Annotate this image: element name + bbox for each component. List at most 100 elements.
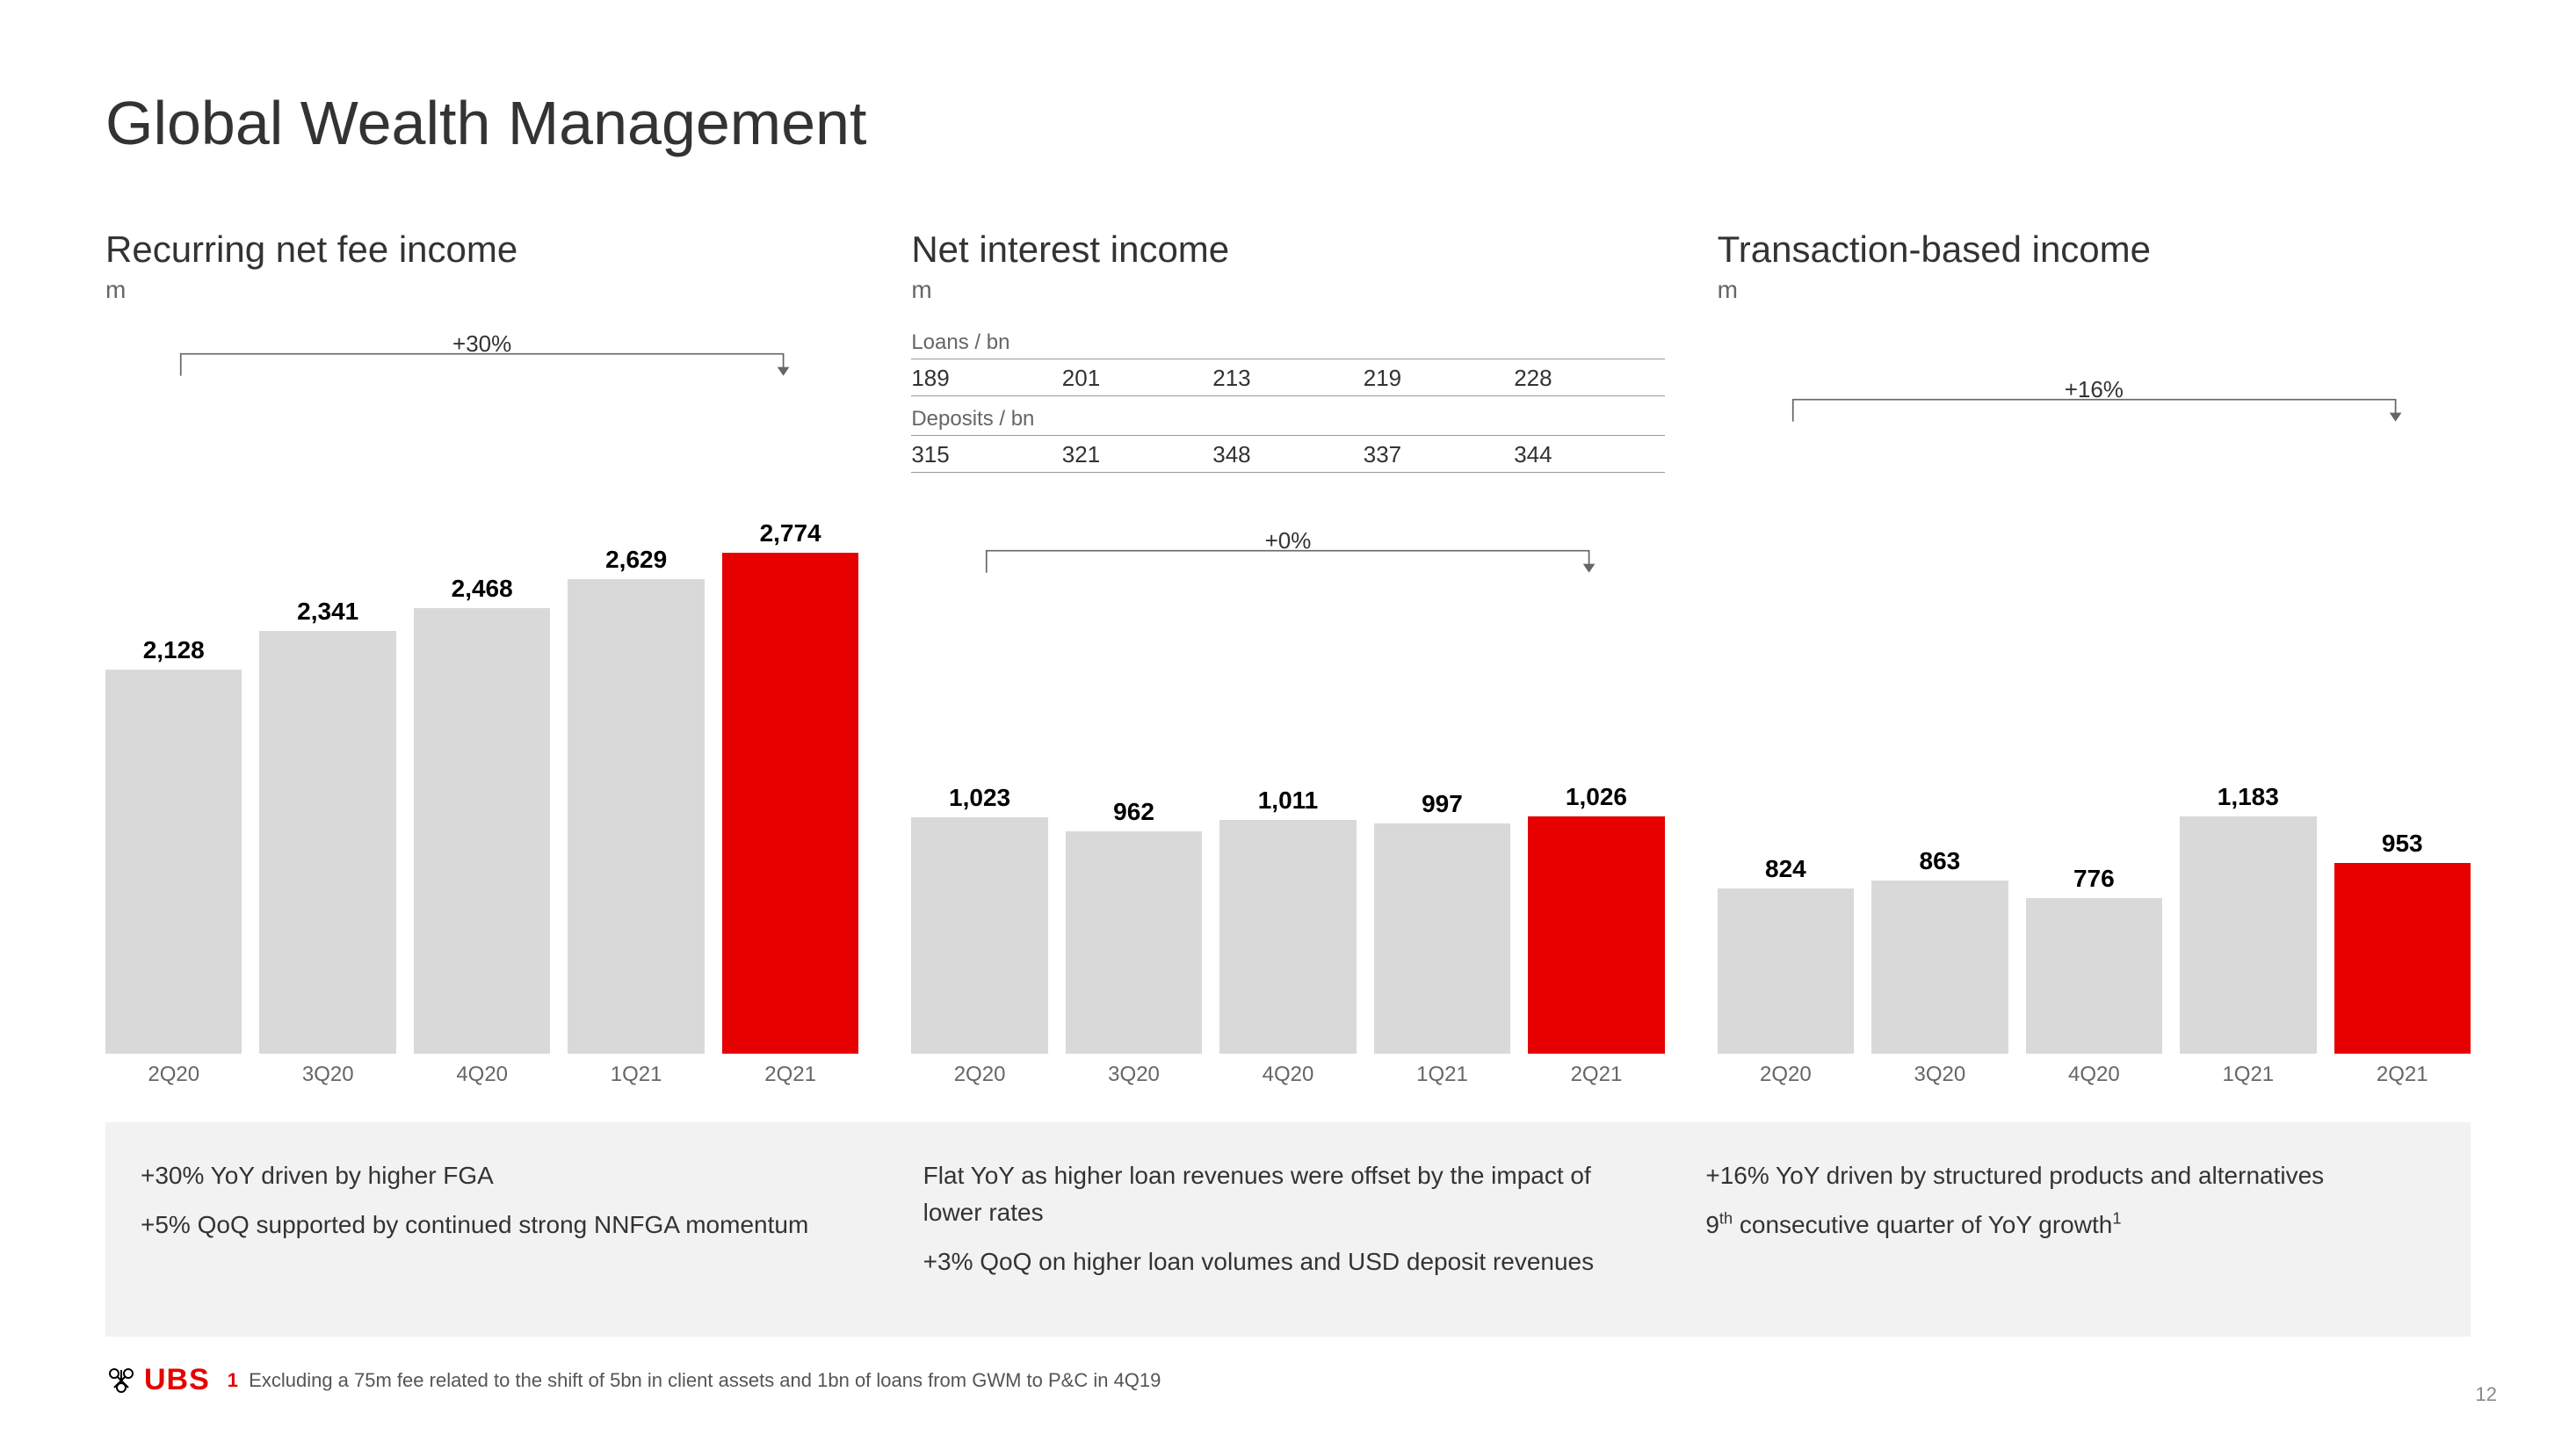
bar-value: 2,128 — [143, 636, 205, 664]
bar-group: 2,341 — [259, 330, 395, 1054]
bar — [568, 579, 704, 1054]
bar — [722, 553, 858, 1054]
bar — [1528, 816, 1664, 1054]
notch-icon — [1925, 1140, 1960, 1157]
bar — [1374, 823, 1510, 1054]
panel-unit: m — [1718, 276, 2471, 304]
mini-cell: 189 — [911, 365, 1061, 392]
category-label: 2Q21 — [2334, 1062, 2471, 1087]
ubs-keys-icon — [105, 1365, 137, 1396]
category-label: 2Q21 — [1528, 1062, 1664, 1087]
mini-cell: 344 — [1514, 441, 1664, 468]
panel-unit: m — [911, 276, 1664, 304]
bar — [105, 670, 242, 1054]
mini-cell: 348 — [1212, 441, 1363, 468]
bar — [1219, 820, 1356, 1054]
bar-group: 2,468 — [414, 330, 550, 1054]
footnote-number: 1 — [228, 1369, 238, 1391]
bar-value: 1,011 — [1258, 787, 1319, 815]
panels-row: Recurring net fee incomem+30%2,1282,3412… — [105, 228, 2471, 1087]
bar — [1718, 888, 1854, 1054]
bar-group: 2,629 — [568, 330, 704, 1054]
mini-table-row: 189201213219228 — [911, 365, 1664, 396]
mini-table-row: 315321348337344 — [911, 441, 1664, 473]
bar-group: 1,026 — [1528, 527, 1664, 1054]
change-bracket: +0% — [911, 536, 1664, 580]
note-text: Flat YoY as higher loan revenues were of… — [923, 1157, 1653, 1231]
category-label: 2Q20 — [911, 1062, 1047, 1087]
bar — [2026, 898, 2162, 1054]
panel-unit: m — [105, 276, 858, 304]
note-text: +30% YoY driven by higher FGA — [141, 1157, 871, 1194]
bar-value: 997 — [1422, 790, 1463, 818]
bars-row: 2,128 2,341 2,468 2,629 2,774 — [105, 330, 858, 1054]
mini-cell: 219 — [1364, 365, 1514, 392]
notes-strip: +30% YoY driven by higher FGA +5% QoQ sup… — [105, 1122, 2471, 1337]
panel-2: Transaction-based incomem+16%8248637761,… — [1718, 228, 2471, 1087]
bar-group: 1,011 — [1219, 527, 1356, 1054]
mini-table-label: Loans / bn — [911, 330, 1664, 359]
note-text: +5% QoQ supported by continued strong NN… — [141, 1207, 871, 1243]
bar-value: 1,026 — [1566, 783, 1627, 811]
category-label: 3Q20 — [1066, 1062, 1202, 1087]
bar-value: 2,629 — [605, 546, 667, 574]
panel-title: Net interest income — [911, 228, 1664, 271]
category-label: 4Q20 — [2026, 1062, 2162, 1087]
category-label: 2Q21 — [722, 1062, 858, 1087]
bar-group: 1,023 — [911, 527, 1047, 1054]
bar — [1066, 831, 1202, 1054]
bar — [2180, 816, 2316, 1054]
note-text: +3% QoQ on higher loan volumes and USD d… — [923, 1243, 1653, 1280]
bar-group: 997 — [1374, 527, 1510, 1054]
bar-value: 2,341 — [297, 598, 358, 626]
change-bracket: +30% — [105, 339, 858, 383]
bar-group: 824 — [1718, 330, 1854, 1054]
bar-value: 2,468 — [452, 575, 513, 603]
change-label: +30% — [452, 330, 511, 358]
notch-icon — [359, 1140, 394, 1157]
footnote: 1 Excluding a 75m fee related to the shi… — [228, 1369, 1161, 1392]
bar-group: 776 — [2026, 330, 2162, 1054]
category-label: 1Q21 — [1374, 1062, 1510, 1087]
bar-value: 1,023 — [949, 784, 1010, 812]
notes-column: +16% YoY driven by structured products a… — [1705, 1157, 2435, 1293]
footer: UBS 1 Excluding a 75m fee related to the… — [105, 1363, 2471, 1397]
bar-value: 953 — [2382, 830, 2423, 858]
bar-value: 1,183 — [2218, 783, 2279, 811]
mini-tables: Loans / bn 189201213219228 Deposits / bn 31… — [911, 330, 1664, 483]
mini-cell: 321 — [1062, 441, 1212, 468]
bars-row: 1,023 962 1,011 997 1,026 — [911, 527, 1664, 1054]
category-label: 3Q20 — [259, 1062, 395, 1087]
panel-0: Recurring net fee incomem+30%2,1282,3412… — [105, 228, 858, 1087]
bar-group: 1,183 — [2180, 330, 2316, 1054]
category-label: 1Q21 — [568, 1062, 704, 1087]
category-label: 1Q21 — [2180, 1062, 2316, 1087]
bar-value: 863 — [1920, 847, 1961, 875]
category-label: 4Q20 — [1219, 1062, 1356, 1087]
bar-group: 2,128 — [105, 330, 242, 1054]
category-label: 2Q20 — [1718, 1062, 1854, 1087]
bar — [259, 631, 395, 1054]
category-row: 2Q20 3Q20 4Q20 1Q21 2Q21 — [105, 1062, 858, 1087]
ubs-logo: UBS — [105, 1363, 210, 1397]
footnote-text: Excluding a 75m fee related to the shift… — [249, 1369, 1161, 1391]
category-label: 2Q20 — [105, 1062, 242, 1087]
bar-group: 962 — [1066, 527, 1202, 1054]
note-text: +16% YoY driven by structured products a… — [1705, 1157, 2435, 1194]
change-bracket: +16% — [1718, 385, 2471, 429]
bars-row: 824 863 776 1,183 953 — [1718, 330, 2471, 1054]
notch-icon — [1142, 1140, 1177, 1157]
panel-title: Recurring net fee income — [105, 228, 858, 271]
change-label: +16% — [2065, 376, 2124, 403]
bar-value: 2,774 — [760, 519, 821, 547]
bar-group: 953 — [2334, 330, 2471, 1054]
chart-area: +16% 824 863 776 1,183 953 — [1718, 330, 2471, 1054]
bar-value: 824 — [1765, 855, 1806, 883]
bar-group: 2,774 — [722, 330, 858, 1054]
notes-column: Flat YoY as higher loan revenues were of… — [923, 1157, 1653, 1293]
slide-title: Global Wealth Management — [105, 88, 2471, 158]
mini-table-label: Deposits / bn — [911, 407, 1664, 436]
mini-cell: 201 — [1062, 365, 1212, 392]
category-label: 4Q20 — [414, 1062, 550, 1087]
category-label: 3Q20 — [1871, 1062, 2008, 1087]
